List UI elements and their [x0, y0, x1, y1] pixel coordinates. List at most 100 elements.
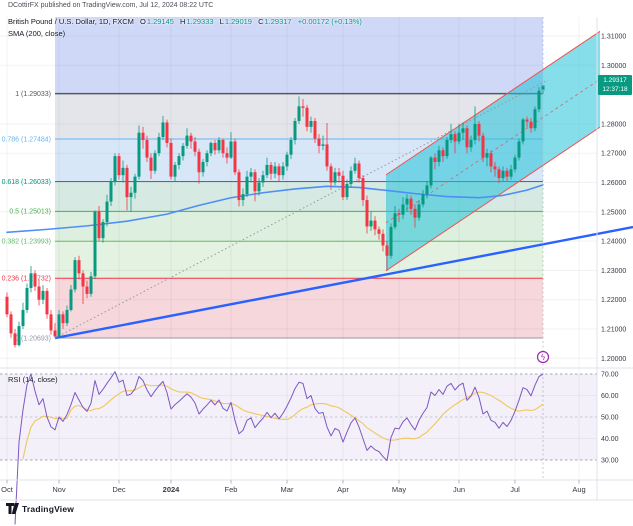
tradingview-logo-icon [6, 503, 19, 514]
time-tick-label[interactable]: May [392, 485, 406, 494]
support-trendline[interactable] [54, 225, 633, 340]
time-tick-label[interactable]: Oct [1, 485, 14, 494]
candle-body [237, 172, 241, 201]
fib-band [55, 211, 543, 242]
candle-body [257, 182, 261, 192]
candle-body [333, 172, 337, 183]
candle-body [77, 260, 81, 274]
fib-level-label: 0.5 (1.25013) [9, 209, 51, 216]
candle-body [481, 135, 485, 158]
candle-body [53, 330, 57, 337]
symbol-legend[interactable]: British Pound / U.S. Dollar, 1D, FXCM O1… [8, 17, 362, 26]
candle-body [441, 150, 445, 157]
rsi-tick-label[interactable]: 70.00 [601, 372, 619, 379]
candle-body [245, 176, 249, 195]
candle-body [273, 166, 277, 174]
rsi-tick-label[interactable]: 50.00 [601, 415, 619, 422]
candle-body [177, 156, 181, 165]
candle-body [37, 286, 41, 300]
candle-body [241, 194, 245, 201]
candle-body [505, 170, 509, 177]
candle-body [293, 120, 297, 141]
candle-body [181, 145, 185, 157]
price-tick-label[interactable]: 1.22000 [601, 297, 626, 304]
change-value: +0.00172 (+0.13%) [297, 17, 362, 26]
candle-body [517, 141, 521, 158]
time-tick-label[interactable]: Nov [52, 485, 66, 494]
candle-body [429, 157, 433, 186]
price-tick-label[interactable]: 1.23000 [601, 268, 626, 275]
candle-body [357, 163, 361, 179]
candle-body [289, 140, 293, 155]
dotted-trendline[interactable] [54, 79, 549, 339]
candle-body [457, 132, 461, 142]
candle-body [321, 144, 325, 146]
price-tick-label[interactable]: 1.30000 [601, 63, 626, 70]
price-tick-label[interactable]: 1.20000 [601, 356, 626, 363]
close-value: 1.29317 [264, 17, 292, 26]
candle-body [405, 198, 409, 205]
time-tick-label[interactable]: Dec [112, 485, 126, 494]
sma-legend[interactable]: SMA (200, close) [8, 29, 66, 38]
candle-body [197, 151, 201, 173]
price-tick-label[interactable]: 1.27000 [601, 151, 626, 158]
time-tick-label[interactable]: Mar [281, 485, 294, 494]
candle-body [301, 106, 305, 108]
candle-body [265, 164, 269, 176]
lightning-icon[interactable] [536, 350, 550, 364]
rsi-tick-label[interactable]: 60.00 [601, 393, 619, 400]
candle-body [105, 201, 109, 223]
candle-body [313, 120, 317, 139]
price-tick-label[interactable]: 1.31000 [601, 34, 626, 41]
candle-body [521, 119, 525, 142]
channel-lower-line[interactable] [385, 126, 601, 272]
time-tick-label[interactable]: Aug [572, 485, 585, 494]
time-tick-label[interactable]: Jun [453, 485, 465, 494]
candle-body [369, 220, 373, 227]
candle-body [69, 289, 73, 310]
candle-body [81, 273, 85, 287]
price-tick-label[interactable]: 1.24000 [601, 239, 626, 246]
candle-body [125, 167, 129, 198]
time-tick-label[interactable]: 2024 [163, 485, 181, 494]
candle-body [349, 170, 353, 184]
rsi-tick-label[interactable]: 40.00 [601, 436, 619, 443]
candle-body [509, 169, 513, 177]
time-tick-label[interactable]: Feb [225, 485, 238, 494]
tradingview-logo[interactable]: TradingView [6, 503, 74, 514]
candle-body [173, 164, 177, 177]
candle-body [193, 141, 197, 152]
candle-body [57, 314, 61, 337]
time-tick-label[interactable]: Jul [510, 485, 520, 494]
candle-body [325, 144, 329, 167]
sma-200-line [6, 184, 544, 234]
candle-body [361, 178, 365, 201]
candle-body [353, 163, 357, 171]
candle-body [233, 141, 237, 173]
rsi-tick-label[interactable]: 30.00 [601, 458, 619, 465]
rsi-legend[interactable]: RSI (14, close) [8, 375, 58, 384]
price-tick-label[interactable]: 1.26000 [601, 180, 626, 187]
candle-body [485, 153, 489, 158]
candle-body [453, 134, 457, 142]
price-tick-label[interactable]: 1.21000 [601, 327, 626, 334]
candle-body [297, 106, 301, 121]
candle-body [137, 132, 141, 177]
publish-watermark: DCottirFX published on TradingView.com, … [8, 2, 214, 9]
price-tick-label[interactable]: 1.28000 [601, 121, 626, 128]
candle-body [417, 204, 421, 218]
candle-body [541, 85, 545, 91]
candle-body [305, 107, 309, 127]
fib-level-label: 0.618 (1.26033) [2, 179, 51, 186]
candle-body [397, 213, 401, 215]
candle-body [189, 135, 193, 142]
candle-body [21, 309, 25, 327]
candle-body [497, 169, 501, 179]
price-tick-label[interactable]: 1.25000 [601, 209, 626, 216]
candle-body [209, 142, 213, 154]
channel-upper-line[interactable] [385, 30, 601, 176]
time-tick-label[interactable]: Apr [337, 485, 349, 494]
tradingview-logo-text: TradingView [22, 503, 75, 514]
candle-body [413, 208, 417, 218]
